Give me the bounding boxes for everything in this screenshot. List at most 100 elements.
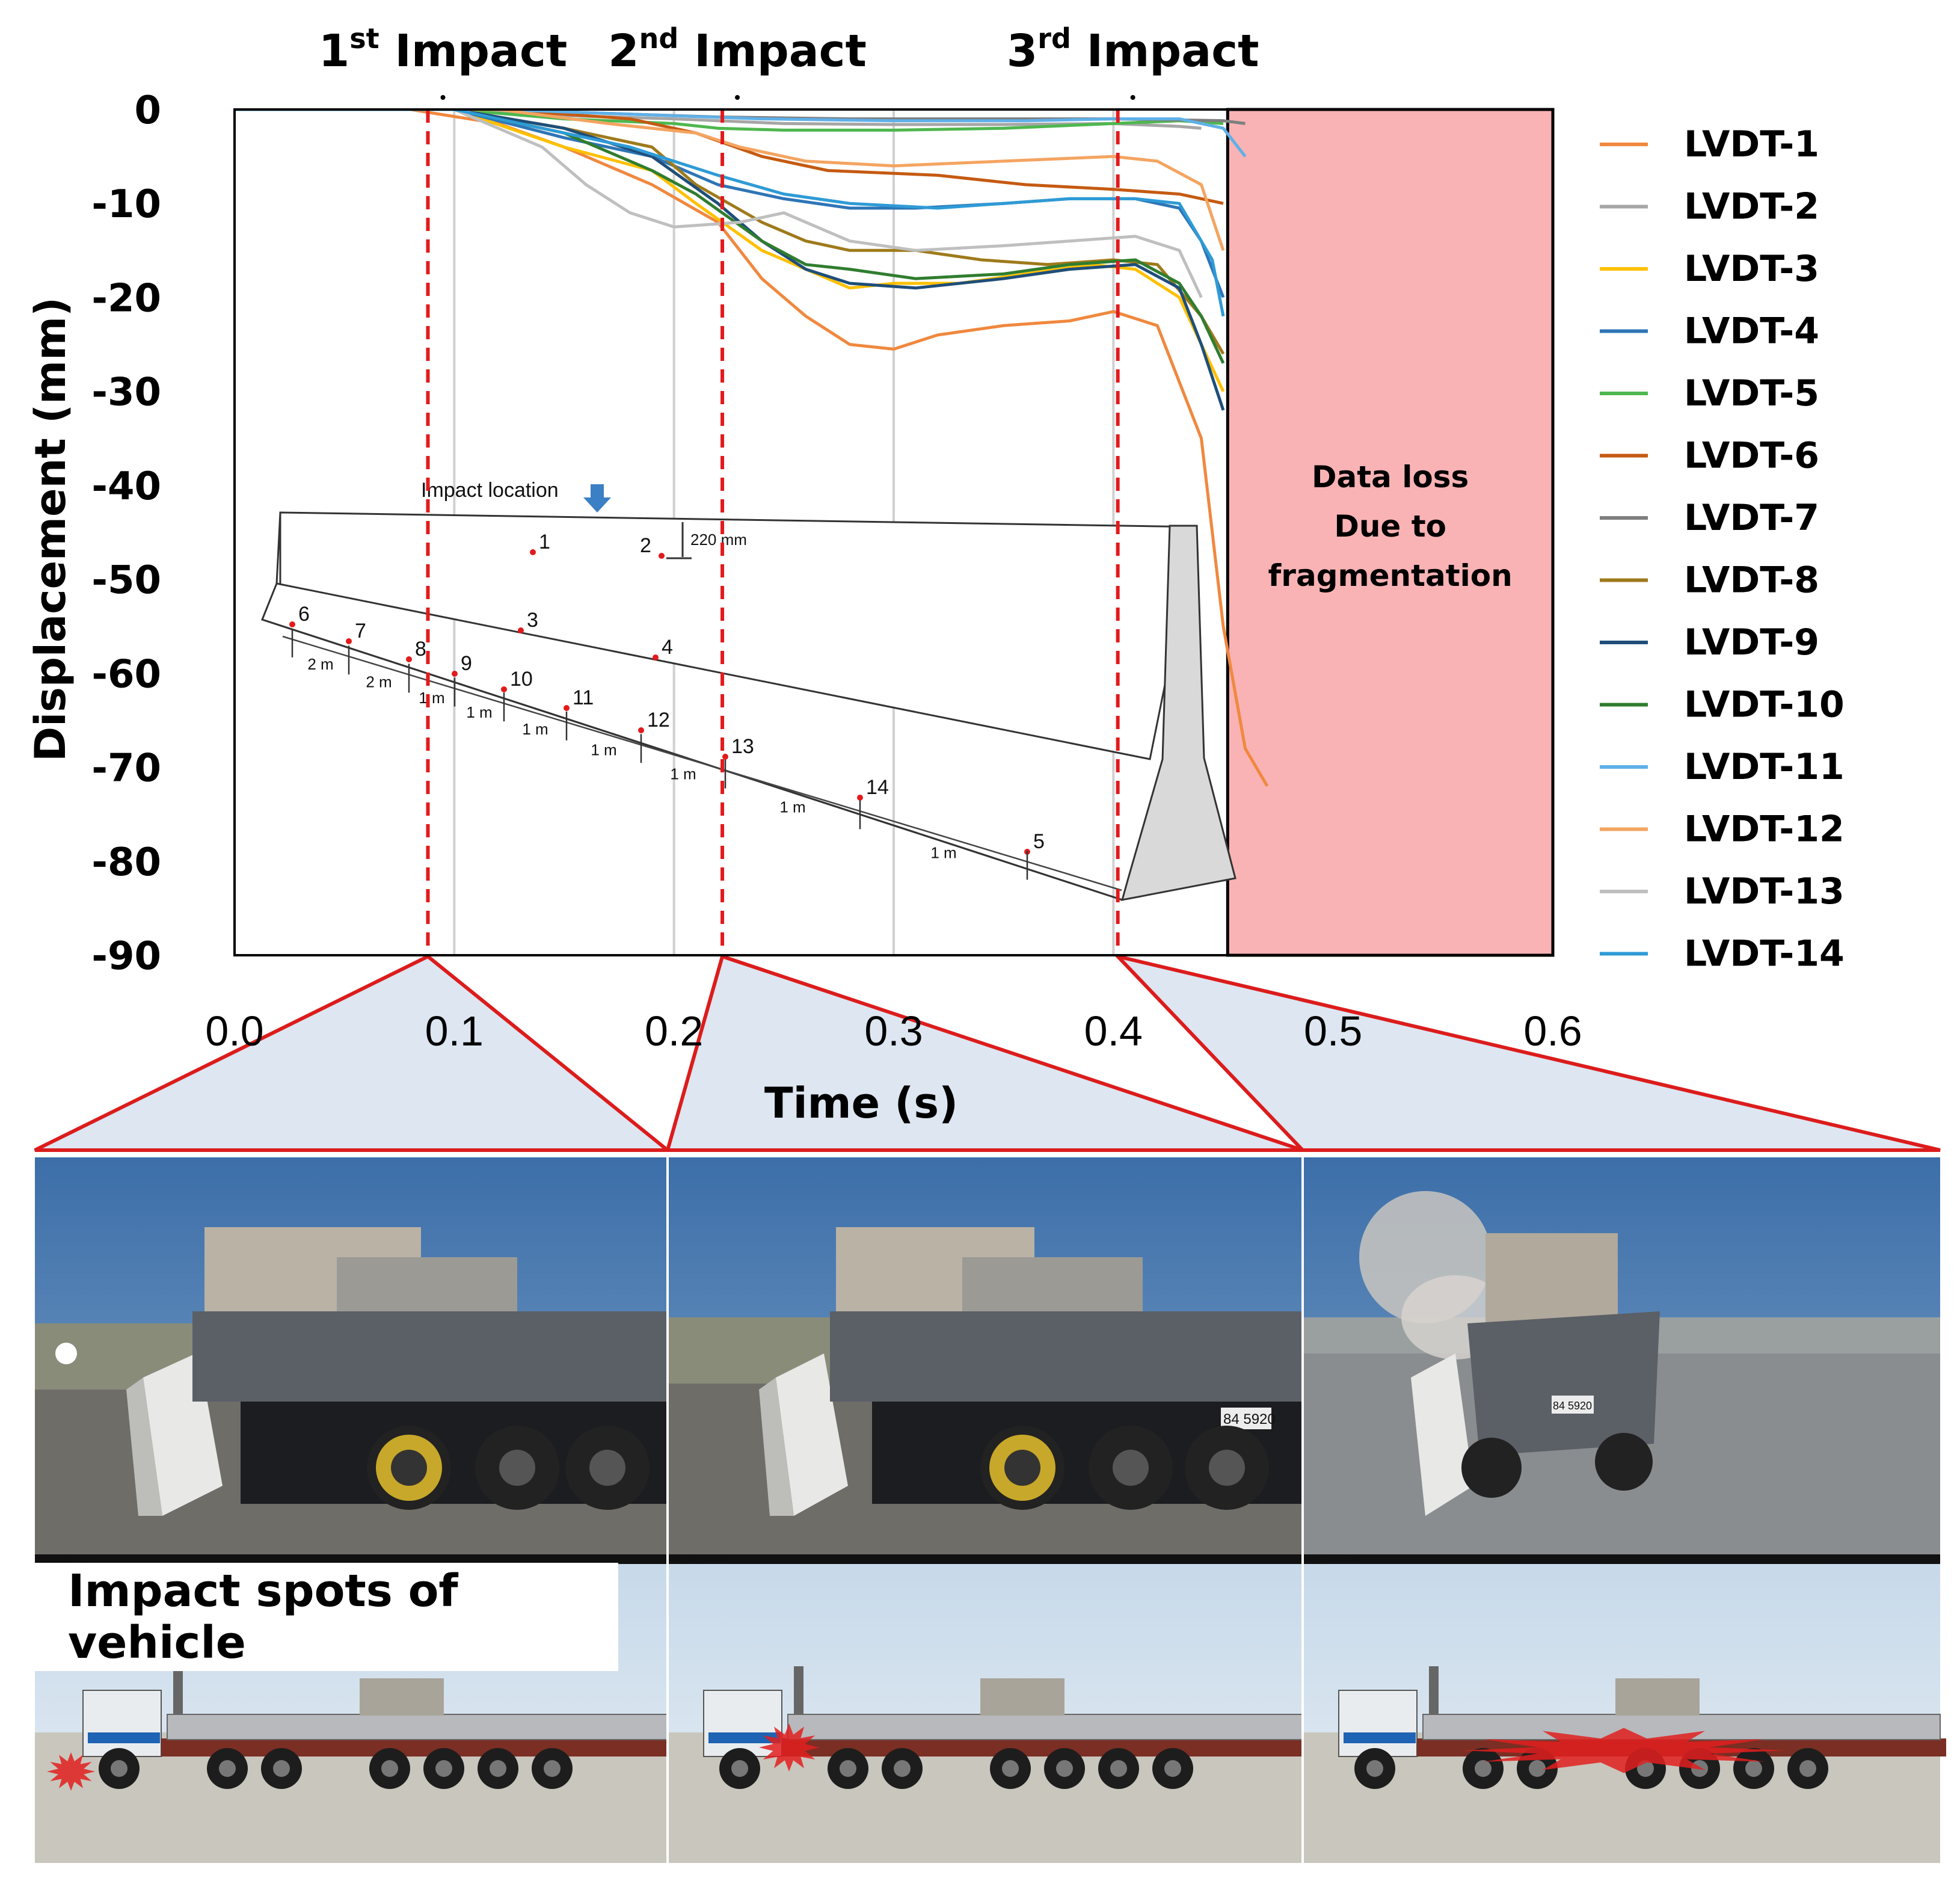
legend-label-10: LVDT-10 <box>1684 684 1845 726</box>
y-tick-label-6: -60 <box>91 652 161 697</box>
barrier-top-face <box>275 511 1198 760</box>
series-lines <box>235 109 1269 787</box>
lvdt-point-11 <box>564 705 570 711</box>
distance-label-8: 1 m <box>930 843 956 861</box>
y-tick-label-7: -70 <box>91 747 161 791</box>
legend-label-7: LVDT-7 <box>1684 497 1819 539</box>
crash-photo-2: 84 5920 Img# 282 Rate 500 <box>668 1157 1303 1564</box>
impact-arrow-icon <box>583 484 611 513</box>
lvdt-point-14 <box>857 795 863 801</box>
impact-lines <box>426 109 1120 955</box>
impact-spot-icon-1 <box>47 1752 95 1791</box>
series-line-12 <box>235 109 1225 251</box>
distance-label-3: 1 m <box>466 703 492 721</box>
lvdt-point-7 <box>346 638 352 644</box>
callout-wedge-3 <box>1112 953 1941 1152</box>
data-loss-label-line-2: Due to <box>1334 509 1446 544</box>
lvdt-point-label-2: 2 <box>640 534 651 557</box>
y-tick-label-3: -30 <box>91 371 161 415</box>
plot-border <box>233 108 1554 956</box>
frame-label-2: Img# 282 Rate 500 <box>671 1556 728 1563</box>
callout-wedge-2 <box>665 954 1303 1152</box>
lvdt-point-10 <box>501 686 507 692</box>
callout-wedge-1 <box>34 954 673 1152</box>
impact-spot-icon-2 <box>759 1723 819 1772</box>
legend-label-5: LVDT-5 <box>1684 372 1819 414</box>
legend: LVDT-1 LVDT-2 LVDT-3 LVDT-4 LVDT-5 LVDT-6 LVDT… <box>1600 123 1845 975</box>
x-tick-label-0: 0.0 <box>205 1008 263 1054</box>
y-axis-title: Displacement (mm) <box>26 297 75 762</box>
lvdt-point-label-13: 13 <box>731 735 754 758</box>
lvdt-point-label-6: 6 <box>298 603 310 626</box>
lvdt-point-label-11: 11 <box>573 686 594 709</box>
barrier-end-section <box>1120 525 1237 901</box>
series-line-11 <box>235 109 1247 158</box>
series-line-6 <box>235 109 1224 205</box>
y-tick-label-2: -20 <box>91 276 161 321</box>
distance-label-1: 2 m <box>366 673 392 691</box>
plate-text-2: 84 5920 <box>1223 1411 1276 1427</box>
impact-header-2: 2nd Impact <box>608 22 867 77</box>
lvdt-point-1 <box>530 549 536 555</box>
legend-label-12: LVDT-12 <box>1684 808 1845 851</box>
x-tick-label-3: 0.3 <box>864 1008 923 1054</box>
lvdt-point-13 <box>722 754 728 760</box>
dim-label-220: 220 mm <box>690 531 747 549</box>
impact-header-1: 1st Impact <box>319 22 567 77</box>
lvdt-point-6 <box>289 621 295 627</box>
distance-label-6: 1 m <box>670 765 696 783</box>
impact-location-label: Impact location <box>421 479 559 502</box>
data-loss-region <box>1226 108 1555 957</box>
series-line-5 <box>235 109 1224 132</box>
y-tick-label-1: -10 <box>91 182 161 227</box>
data-loss-label-line-3: fragmentation <box>1268 558 1513 593</box>
crash-photo-row: Img# 215 Rate 500 84 5920 Img# 282 Rate … <box>35 1157 1940 1564</box>
lvdt-point-label-4: 4 <box>662 636 673 659</box>
lvdt-point-label-5: 5 <box>1033 830 1045 853</box>
series-line-14 <box>235 109 1225 317</box>
legend-label-4: LVDT-4 <box>1684 310 1819 353</box>
distance-label-5: 1 m <box>591 741 616 759</box>
legend-label-8: LVDT-8 <box>1684 559 1819 602</box>
y-axis-ticks: 0 -10 -20 -30 -40 -50 -60 -70 -80 -90 <box>91 88 161 979</box>
legend-label-11: LVDT-11 <box>1684 746 1845 788</box>
lvdt-point-3 <box>518 627 524 633</box>
x-tick-label-5: 0.5 <box>1304 1008 1362 1054</box>
series-line-13 <box>235 109 1203 298</box>
frame-label-1: Img# 215 Rate 500 <box>38 1556 95 1563</box>
crash-photo-3: 84 5920 Img# 410 Rate 500 <box>1303 1157 1940 1564</box>
callout-group <box>34 953 1941 1152</box>
frame-label-3: Img# 410 Rate 500 <box>1306 1556 1363 1563</box>
x-tick-label-2: 0.2 <box>645 1008 703 1054</box>
lvdt-point-12 <box>638 727 644 733</box>
series-line-9 <box>235 109 1225 411</box>
legend-label-3: LVDT-3 <box>1684 248 1819 290</box>
y-tick-label-0: 0 <box>134 88 161 133</box>
impact-spots-caption: Impact spots of vehicle <box>35 1563 618 1671</box>
lvdt-point-2 <box>659 553 665 559</box>
y-tick-label-8: -80 <box>91 840 161 885</box>
plate-text-3: 84 5920 <box>1553 1400 1592 1412</box>
legend-label-2: LVDT-2 <box>1684 186 1819 228</box>
distance-label-7: 1 m <box>779 798 805 816</box>
x-tick-label-1: 0.1 <box>425 1008 484 1054</box>
x-tick-label-6: 0.6 <box>1523 1008 1582 1054</box>
legend-label-13: LVDT-13 <box>1684 870 1845 913</box>
measure-baseline <box>282 635 1122 891</box>
impact-header-3: 3rd Impact <box>1007 22 1259 77</box>
y-tick-label-9: -90 <box>91 934 161 979</box>
lvdt-point-label-9: 9 <box>461 652 472 675</box>
distance-segments: 2 m 2 m 1 m 1 m 1 m 1 m 1 m 1 m 1 m <box>291 628 1028 880</box>
impact-tick-1 <box>440 95 446 100</box>
impact-tick-3 <box>1130 95 1135 100</box>
lvdt-point-label-8: 8 <box>415 638 426 660</box>
lvdt-point-9 <box>452 671 458 677</box>
barrier-diagram: Impact location 220 mm 1 2345678910111213… <box>261 479 1237 901</box>
lvdt-point-label-14: 14 <box>866 776 889 799</box>
legend-label-14: LVDT-14 <box>1684 933 1845 975</box>
legend-label-6: LVDT-6 <box>1684 435 1819 477</box>
distance-label-2: 1 m <box>419 689 444 707</box>
distance-label-4: 1 m <box>522 720 548 738</box>
